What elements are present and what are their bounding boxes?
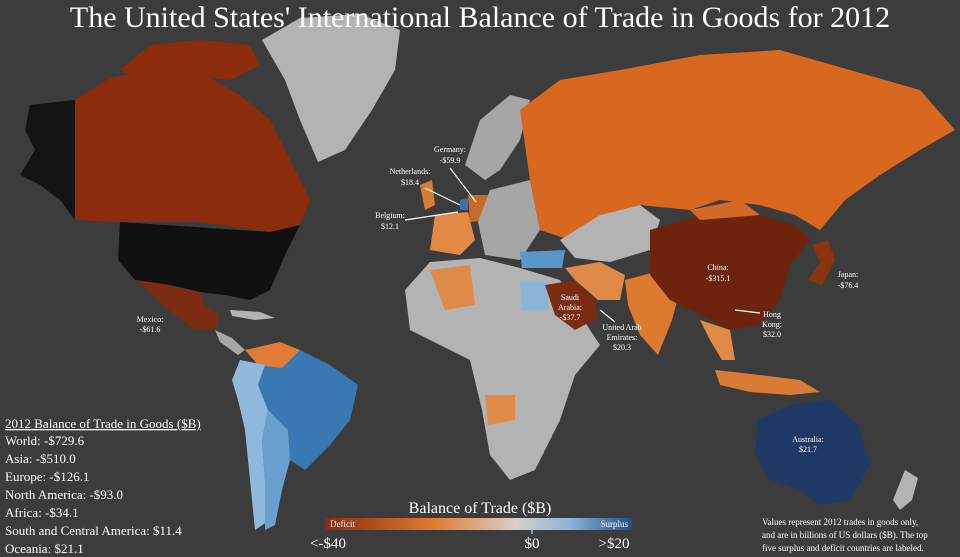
canada-islands: [120, 40, 260, 80]
greenland: [262, 14, 400, 162]
andes: [232, 360, 270, 530]
summary-row: North America: -$93.0: [5, 487, 123, 502]
japan: [808, 240, 835, 285]
legend-tick-label: <-$40: [310, 536, 346, 552]
country-name: Emirates:: [607, 333, 638, 342]
legend-deficit: Deficit: [330, 519, 355, 529]
legend: Balance of Trade ($B) Deficit Surplus <-…: [310, 500, 632, 552]
legend-title: Balance of Trade ($B): [409, 500, 552, 517]
country-value: -$61.6: [140, 325, 161, 334]
netherlands: [460, 198, 468, 210]
canada: [75, 70, 310, 232]
country-name: China:: [707, 263, 728, 272]
brazil: [258, 350, 358, 470]
country-value: -$59.9: [440, 156, 461, 165]
country-name: Arabia:: [558, 303, 582, 312]
country-value: -$37.7: [560, 313, 581, 322]
west-africa-1: [430, 265, 475, 310]
country-name: Kong:: [762, 320, 782, 329]
venezuela: [245, 342, 300, 368]
summary-heading: 2012 Balance of Trade in Goods ($B): [5, 416, 201, 431]
uk: [420, 180, 435, 210]
united-states: [118, 222, 300, 300]
arrow: [449, 167, 477, 203]
central-america: [215, 330, 245, 355]
country-name: Mexico:: [137, 315, 164, 324]
caribbean: [230, 310, 275, 320]
summary-row: Oceania: $21.1: [5, 541, 84, 556]
turkey: [520, 250, 565, 268]
note: Values represent 2012 trades in goods on…: [762, 517, 928, 553]
central-asia: [560, 205, 660, 262]
summary-row: World: -$729.6: [5, 433, 85, 448]
egypt: [520, 282, 548, 310]
country-value: $12.1: [381, 222, 399, 231]
saudi-arabia: [545, 280, 598, 330]
china: [650, 215, 810, 330]
country-name: United Arab: [602, 323, 641, 332]
iraq-iran: [565, 262, 625, 300]
country-value: $21.7: [799, 445, 817, 454]
arrow: [599, 309, 616, 323]
country-name: Germany:: [434, 145, 466, 154]
legend-bar: [325, 518, 632, 530]
country-value: $32.0: [763, 330, 781, 339]
africa: [405, 258, 600, 480]
country-name: Japan:: [838, 270, 858, 279]
western-europe: [430, 212, 475, 255]
australia: [755, 400, 870, 505]
mongolia: [690, 200, 760, 220]
russia: [520, 50, 955, 240]
title: The United States' International Balance…: [70, 1, 890, 34]
world-map: [20, 14, 955, 530]
mexico: [135, 280, 220, 330]
scandinavia: [465, 95, 530, 180]
country-name: Belgium:: [375, 211, 405, 220]
summary-row: South and Central America: $11.4: [5, 523, 182, 538]
country-value: $20.3: [613, 343, 631, 352]
country-name: Hong: [763, 310, 781, 319]
new-zealand: [893, 470, 918, 510]
country-value: -$315.1: [706, 274, 731, 283]
summary-row: Asia: -$510.0: [5, 451, 76, 466]
note-line: Values represent 2012 trades in goods on…: [762, 517, 918, 527]
legend-tick-label: >$20: [599, 536, 630, 552]
country-value: -$76.4: [838, 281, 859, 290]
arrow: [424, 187, 461, 206]
alaska: [20, 100, 75, 220]
country-name: Netherlands:: [390, 167, 431, 176]
legend-tick-label: $0: [525, 536, 540, 552]
summary-row: Africa: -$34.1: [5, 505, 79, 520]
angola: [485, 395, 515, 425]
country-name: Australia:: [792, 435, 824, 444]
eastern-europe: [478, 180, 540, 260]
arrow: [734, 309, 761, 314]
argentina: [262, 410, 290, 530]
southeast-asia: [700, 320, 735, 360]
summary-row: Europe: -$126.1: [5, 469, 89, 484]
summary: 2012 Balance of Trade in Goods ($B) Worl…: [5, 416, 201, 556]
country-labels: Germany: -$59.9 Netherlands: $18.4 Belgi…: [137, 145, 859, 454]
country-value: $18.4: [401, 178, 419, 187]
country-name: Saudi: [561, 293, 580, 302]
note-line: and are in billions of US dollars ($B). …: [762, 530, 928, 540]
note-line: five surplus and deficit countries are l…: [762, 543, 924, 553]
arrow: [404, 211, 459, 221]
indonesia: [715, 370, 820, 395]
legend-surplus: Surplus: [600, 519, 628, 529]
